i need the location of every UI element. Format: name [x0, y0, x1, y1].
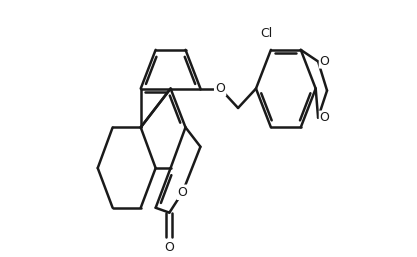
- Text: Cl: Cl: [260, 27, 273, 40]
- Text: O: O: [319, 55, 329, 68]
- Text: O: O: [178, 186, 188, 199]
- Text: O: O: [164, 241, 174, 254]
- Text: O: O: [319, 111, 329, 124]
- Text: O: O: [215, 82, 225, 95]
